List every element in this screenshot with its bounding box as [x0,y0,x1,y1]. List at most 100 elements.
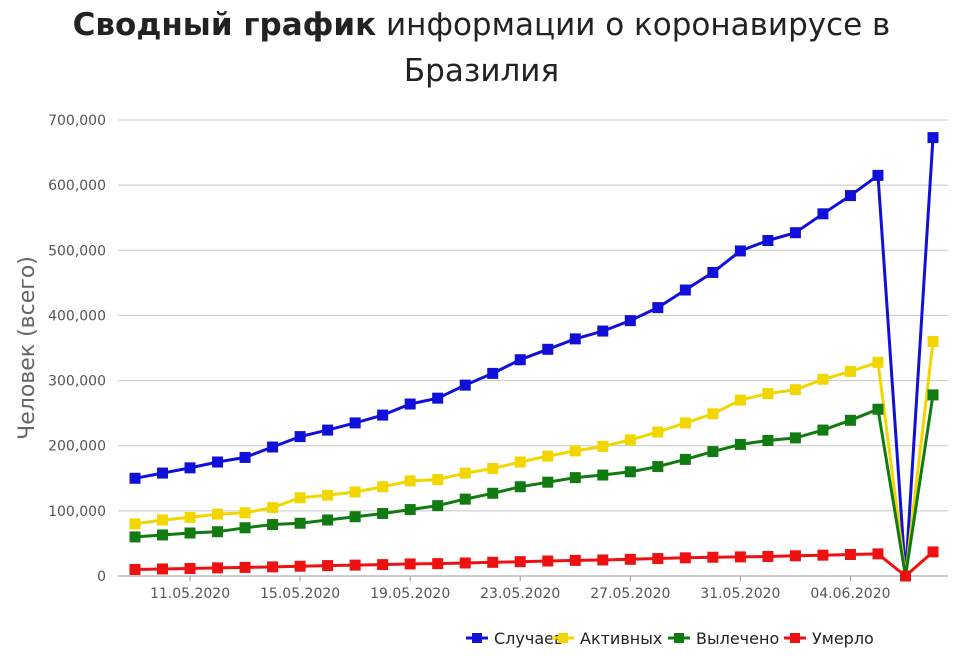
data-point [652,302,664,314]
data-point [267,519,279,531]
data-point [624,466,636,478]
data-point [432,474,444,486]
data-point [652,426,664,438]
data-point [129,563,141,575]
y-tick-label: 700,000 [48,113,106,129]
legend-label: Активных [580,629,662,648]
data-point [294,431,306,443]
data-point [679,552,691,564]
data-point [569,445,581,457]
data-point [844,549,856,561]
data-point [322,424,334,436]
data-point [872,356,884,368]
data-point [294,517,306,529]
data-point [734,245,746,257]
data-point [212,456,224,468]
data-point [349,486,361,498]
x-tick-label: 19.05.2020 [370,586,450,602]
data-point [487,463,499,475]
data-point [624,315,636,327]
data-point [349,559,361,571]
chart-title: Сводный график информации о коронавирусе… [0,2,963,94]
data-point [267,502,279,514]
data-point [872,169,884,181]
x-tick-label: 27.05.2020 [590,586,670,602]
data-point [404,398,416,410]
data-point [542,450,554,462]
chart-title-bold: Сводный график [72,7,377,43]
data-point [597,469,609,481]
data-point [872,403,884,415]
data-point [239,451,251,463]
data-point [322,560,334,572]
data-point [707,551,719,563]
data-point [377,507,389,519]
data-point [734,394,746,406]
data-point [212,562,224,574]
data-point [899,570,911,582]
data-point [927,546,939,558]
data-point [762,235,774,247]
data-point [542,555,554,567]
data-point [707,266,719,278]
data-point [294,492,306,504]
y-tick-label: 600,000 [48,178,106,194]
data-point [157,563,169,575]
x-tick-label: 04.06.2020 [810,586,890,602]
y-tick-label: 300,000 [48,374,106,390]
data-point [322,489,334,501]
data-point [514,556,526,568]
legend-swatch-marker [674,633,684,643]
data-point [927,389,939,401]
x-tick-label: 23.05.2020 [480,586,560,602]
data-point [239,507,251,519]
data-point [844,414,856,426]
x-tick-label: 31.05.2020 [700,586,780,602]
data-point [157,529,169,541]
data-point [762,388,774,400]
data-point [679,453,691,465]
data-point [624,553,636,565]
data-point [597,440,609,452]
data-point [459,467,471,479]
data-point [129,472,141,484]
data-point [239,561,251,573]
data-point [239,522,251,534]
data-point [762,435,774,447]
data-point [487,487,499,499]
data-point [569,554,581,566]
data-point [184,527,196,539]
data-point [322,514,334,526]
y-tick-label: 500,000 [48,243,106,259]
data-point [679,284,691,296]
series-line-3 [134,394,935,578]
data-point [432,500,444,512]
data-point [569,333,581,345]
data-point [789,384,801,396]
data-point [459,493,471,505]
data-point [817,373,829,385]
data-point [624,434,636,446]
data-point [734,551,746,563]
legend-swatch-marker [472,633,482,643]
data-point [294,560,306,572]
data-point [157,514,169,526]
data-point [927,335,939,347]
data-point [487,367,499,379]
y-axis-label: Человек (всего) [15,256,40,440]
data-point [789,550,801,562]
chart-title-rest: информации о коронавирусе в Бразилия [386,7,891,89]
data-point [817,549,829,561]
data-point [789,227,801,239]
data-point [184,563,196,575]
data-point [844,190,856,202]
data-point [569,472,581,484]
y-tick-label: 400,000 [48,308,106,324]
data-point [432,392,444,404]
data-point [652,553,664,565]
data-point [129,531,141,543]
data-point [789,432,801,444]
data-point [652,461,664,473]
data-point [927,132,939,144]
data-point [597,325,609,337]
